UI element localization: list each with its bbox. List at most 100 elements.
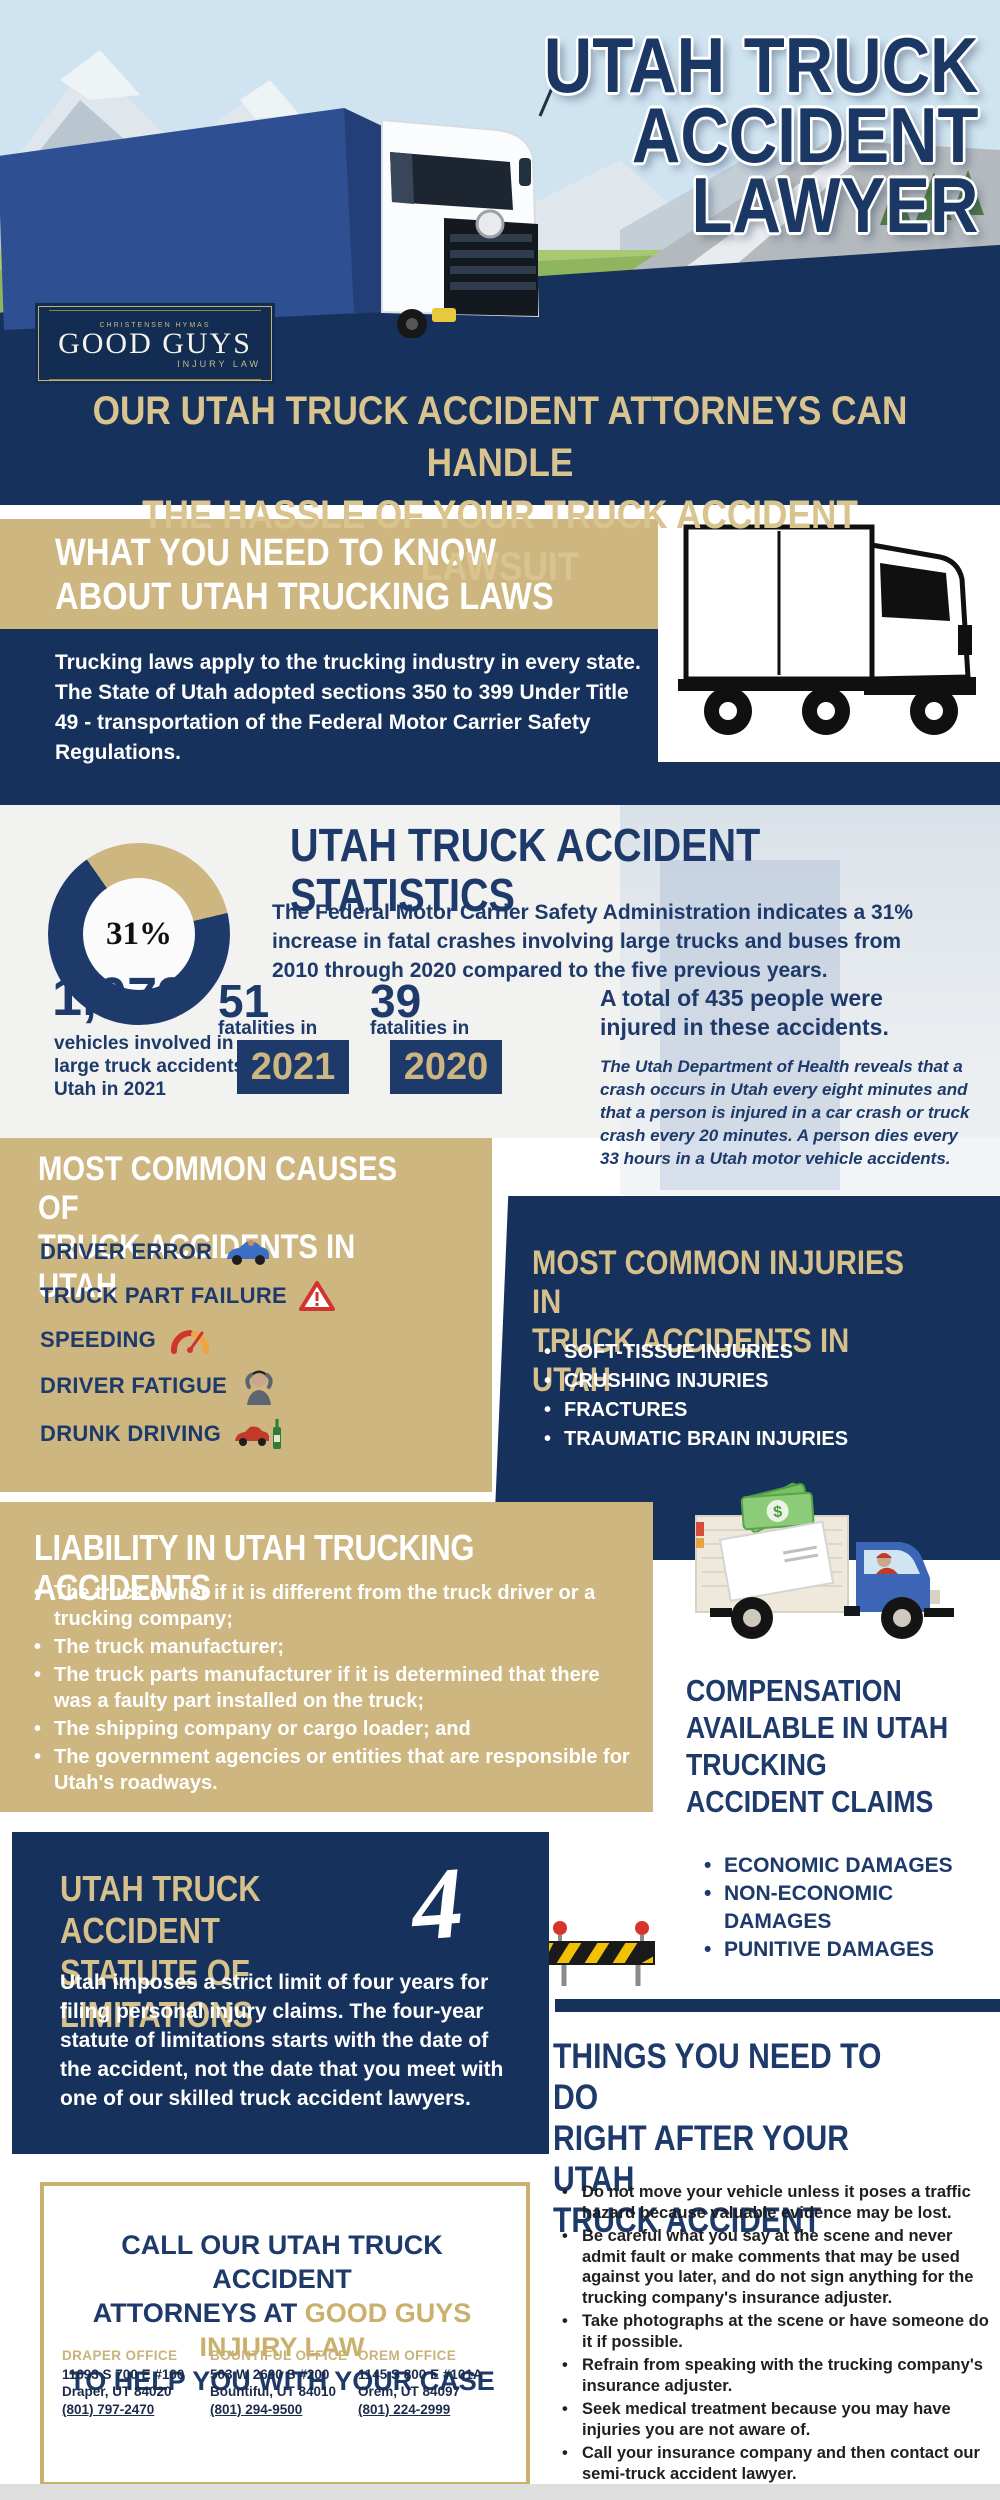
aftermath-item: Refrain from speaking with the trucking … [558, 2355, 993, 2396]
cause-label: TRUCK PART FAILURE [40, 1283, 287, 1308]
liability-item: The truck parts manufacturer if it is de… [30, 1662, 630, 1714]
svg-text:$: $ [773, 1504, 783, 1522]
page-title: UTAH TRUCK ACCIDENT LAWYER [543, 21, 978, 249]
good-guys-logo: CHRISTENSEN HYMAS GOOD GUYS INJURY LAW [38, 306, 272, 381]
cta-heading-line3: TO HELP YOU WITH YOUR CASE [69, 2366, 495, 2396]
statute-heading-line2: STATUTE OF LIMITATIONS [60, 1952, 254, 2035]
section-divider-bar [555, 1999, 1000, 2012]
cause-item-truck-part-failure: TRUCK PART FAILURE [40, 1276, 480, 1316]
office-phone-link[interactable]: (801) 797-2470 [62, 2402, 155, 2417]
cause-item-driver-error: DRIVER ERROR [40, 1232, 480, 1272]
year-badge-2020: 2020 [390, 1040, 502, 1094]
injuries-list: SOFT-TISSUE INJURIES CRUSHING INJURIES F… [540, 1338, 980, 1454]
office-name: BOUNTIFUL OFFICE [210, 2348, 348, 2363]
laws-section-heading: WHAT YOU NEED TO KNOW ABOUT UTAH TRUCKIN… [55, 532, 554, 618]
laws-heading-band [0, 519, 660, 629]
compensation-item: NON-ECONOMIC DAMAGES [700, 1880, 1000, 1936]
cause-label: SPEEDING [40, 1327, 157, 1352]
year-badge-2021-label: 2021 [250, 1045, 336, 1088]
statute-panel [12, 1832, 549, 2154]
health-department-note: The Utah Department of Health reveals th… [600, 1057, 970, 1168]
cause-item-drunk-driving: DRUNK DRIVING [40, 1414, 480, 1454]
cause-label: DRIVER FATIGUE [40, 1373, 228, 1398]
office-phone-link[interactable]: (801) 224-2999 [358, 2402, 451, 2417]
liability-item: The truck owner if it is different from … [30, 1580, 630, 1632]
compensation-list: ECONOMIC DAMAGES NON-ECONOMIC DAMAGES PU… [700, 1852, 1000, 1964]
donut-chart-label: 31% [106, 915, 172, 952]
aftermath-item: Call your insurance company and then con… [558, 2443, 993, 2484]
injury-item: SOFT-TISSUE INJURIES [540, 1338, 980, 1366]
compensation-item: PUNITIVE DAMAGES [700, 1936, 1000, 1964]
stat-vehicles-value: 1,073 [52, 967, 188, 1027]
semi-truck-illustration [0, 87, 554, 338]
office-list: DRAPER OFFICE 11693 S 700 E #100 Draper,… [62, 2348, 504, 2419]
cta-heading-line2: ATTORNEYS AT GOOD GUYS INJURY LAW [52, 2296, 512, 2364]
aftermath-item: Take photographs at the scene or have so… [558, 2311, 993, 2352]
cta-line2-prefix: ATTORNEYS AT [92, 2298, 305, 2328]
injury-item: FRACTURES [540, 1396, 980, 1424]
statute-heading-line1: UTAH TRUCK ACCIDENT [60, 1868, 261, 1951]
injury-item: CRUSHING INJURIES [540, 1367, 980, 1395]
office-bountiful: BOUNTIFUL OFFICE 503 W 2600 S #200 Bount… [210, 2348, 356, 2419]
logo-brand-name: GOOD GUYS [58, 326, 252, 360]
cause-item-speeding: SPEEDING [40, 1320, 480, 1360]
office-address2: Draper, UT 84020 [62, 2384, 172, 2399]
office-name: DRAPER OFFICE [62, 2348, 178, 2363]
cause-label: DRIVER ERROR [40, 1239, 213, 1264]
cta-heading-line1: CALL OUR UTAH TRUCK ACCIDENT [121, 2230, 443, 2294]
intro-banner-line2: THE HASSLE OF YOUR TRUCK ACCIDENT LAWSUI… [142, 493, 858, 589]
injuries-heading-line1: MOST COMMON INJURIES IN [532, 1244, 905, 1321]
statute-heading: UTAH TRUCK ACCIDENT STATUTE OF LIMITATIO… [60, 1868, 421, 2036]
causes-heading-line2: TRUCK ACCIDENTS IN UTAH [38, 1228, 356, 1305]
compensation-item: ECONOMIC DAMAGES [700, 1852, 1000, 1880]
aftermath-item: Seek medical treatment because you may h… [558, 2399, 993, 2440]
cta-firm-name-highlight: GOOD GUYS INJURY LAW [199, 2298, 472, 2362]
year-badge-2020-label: 2020 [403, 1045, 489, 1088]
cta-heading: CALL OUR UTAH TRUCK ACCIDENT ATTORNEYS A… [52, 2228, 512, 2398]
page-title-line3: LAWYER [691, 161, 978, 249]
office-phone-link[interactable]: (801) 294-9500 [210, 2402, 303, 2417]
causes-heading-line1: MOST COMMON CAUSES OF [38, 1150, 398, 1227]
office-address1: 11693 S 700 E #100 [62, 2367, 185, 2382]
cause-label: DRUNK DRIVING [40, 1421, 222, 1446]
year-badge-2021: 2021 [237, 1040, 349, 1094]
cause-item-driver-fatigue: DRIVER FATIGUE [40, 1366, 480, 1406]
fatigued-driver-icon [245, 1370, 273, 1405]
office-address1: 1145 S 800 E #101A [358, 2367, 483, 2382]
road-barrier-icon [547, 1921, 655, 1986]
causes-heading: MOST COMMON CAUSES OF TRUCK ACCIDENTS IN… [38, 1150, 425, 1306]
aftermath-item: Do not move your vehicle unless it poses… [558, 2182, 993, 2223]
statistics-faded-photo [620, 805, 1000, 1195]
intro-banner: OUR UTAH TRUCK ACCIDENT ATTORNEYS CAN HA… [60, 385, 940, 593]
footer-strip [0, 2484, 1000, 2500]
page-title-line2: ACCIDENT [631, 91, 978, 179]
laws-truck-illustration-box [658, 505, 1000, 762]
aftermath-heading-line1: THINGS YOU NEED TO DO [553, 2037, 882, 2117]
aftermath-list: Do not move your vehicle unless it poses… [558, 2182, 993, 2487]
liability-item: The shipping company or cargo loader; an… [30, 1716, 630, 1742]
donut-chart-hole: 31% [83, 878, 195, 990]
office-address2: Orem, UT 84097 [358, 2384, 461, 2399]
laws-section-body: Trucking laws apply to the trucking indu… [55, 651, 641, 764]
office-name: OREM OFFICE [358, 2348, 457, 2363]
injury-item: TRAUMATIC BRAIN INJURIES [540, 1425, 980, 1453]
logo-tagline: INJURY LAW [177, 358, 261, 369]
warning-triangle-icon [298, 1281, 335, 1311]
money-delivery-truck-illustration: $ [695, 1482, 954, 1639]
stat-fatalities-2020-value: 39 [370, 975, 422, 1027]
office-draper: DRAPER OFFICE 11693 S 700 E #100 Draper,… [62, 2348, 208, 2419]
liability-item: The government agencies or entities that… [30, 1744, 630, 1796]
statistics-heading: UTAH TRUCK ACCIDENT STATISTICS [290, 819, 761, 921]
page-title-line1: UTAH TRUCK [543, 21, 978, 109]
aftermath-item: Be careful what you say at the scene and… [558, 2226, 993, 2308]
liability-item: The truck manufacturer; [30, 1634, 630, 1660]
injured-total-text: A total of 435 people were injured in th… [600, 985, 889, 1040]
statistics-faded-photo-accent [660, 860, 840, 1190]
compensation-heading: COMPENSATION AVAILABLE IN UTAH TRUCKING … [686, 1673, 949, 1819]
stat-fatalities-2021-caption: fatalities in [218, 1018, 318, 1039]
office-orem: OREM OFFICE 1145 S 800 E #101A Orem, UT … [358, 2348, 504, 2419]
intro-banner-line1: OUR UTAH TRUCK ACCIDENT ATTORNEYS CAN HA… [92, 389, 908, 485]
statute-body: Utah imposes a strict limit of four year… [60, 1971, 504, 2110]
stat-vehicles-caption: vehicles involved in large truck acciden… [54, 1033, 267, 1100]
stat-fatalities-2021-value: 51 [218, 975, 270, 1027]
